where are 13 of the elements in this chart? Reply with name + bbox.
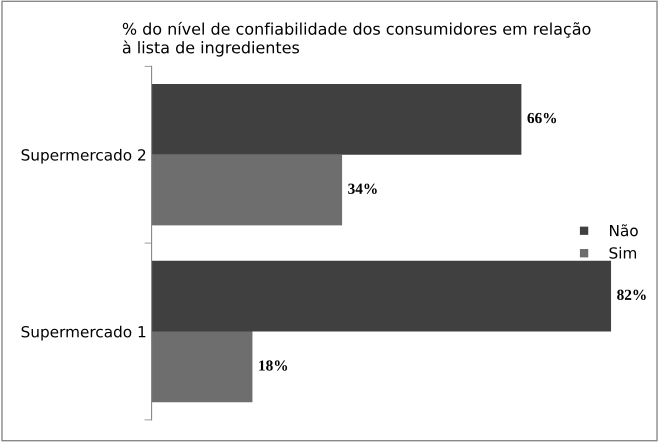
data-label: 82% (617, 290, 646, 300)
bar (152, 154, 342, 226)
data-label: 18% (259, 360, 288, 371)
legend-label: Não (610, 224, 638, 236)
bar (152, 332, 252, 402)
data-label: 34% (348, 184, 377, 194)
bar (152, 84, 522, 155)
legend-label: Sim (610, 246, 636, 259)
bar (152, 260, 612, 332)
data-label: 66% (527, 112, 556, 124)
chart-title: % do nível de confiabilidade dos consumidores em relação à lista de ingredientes (122, 22, 590, 57)
y-tick-label: Supermercado 2 (22, 148, 146, 164)
y-tick-label: Supermercado 1 (22, 326, 146, 340)
